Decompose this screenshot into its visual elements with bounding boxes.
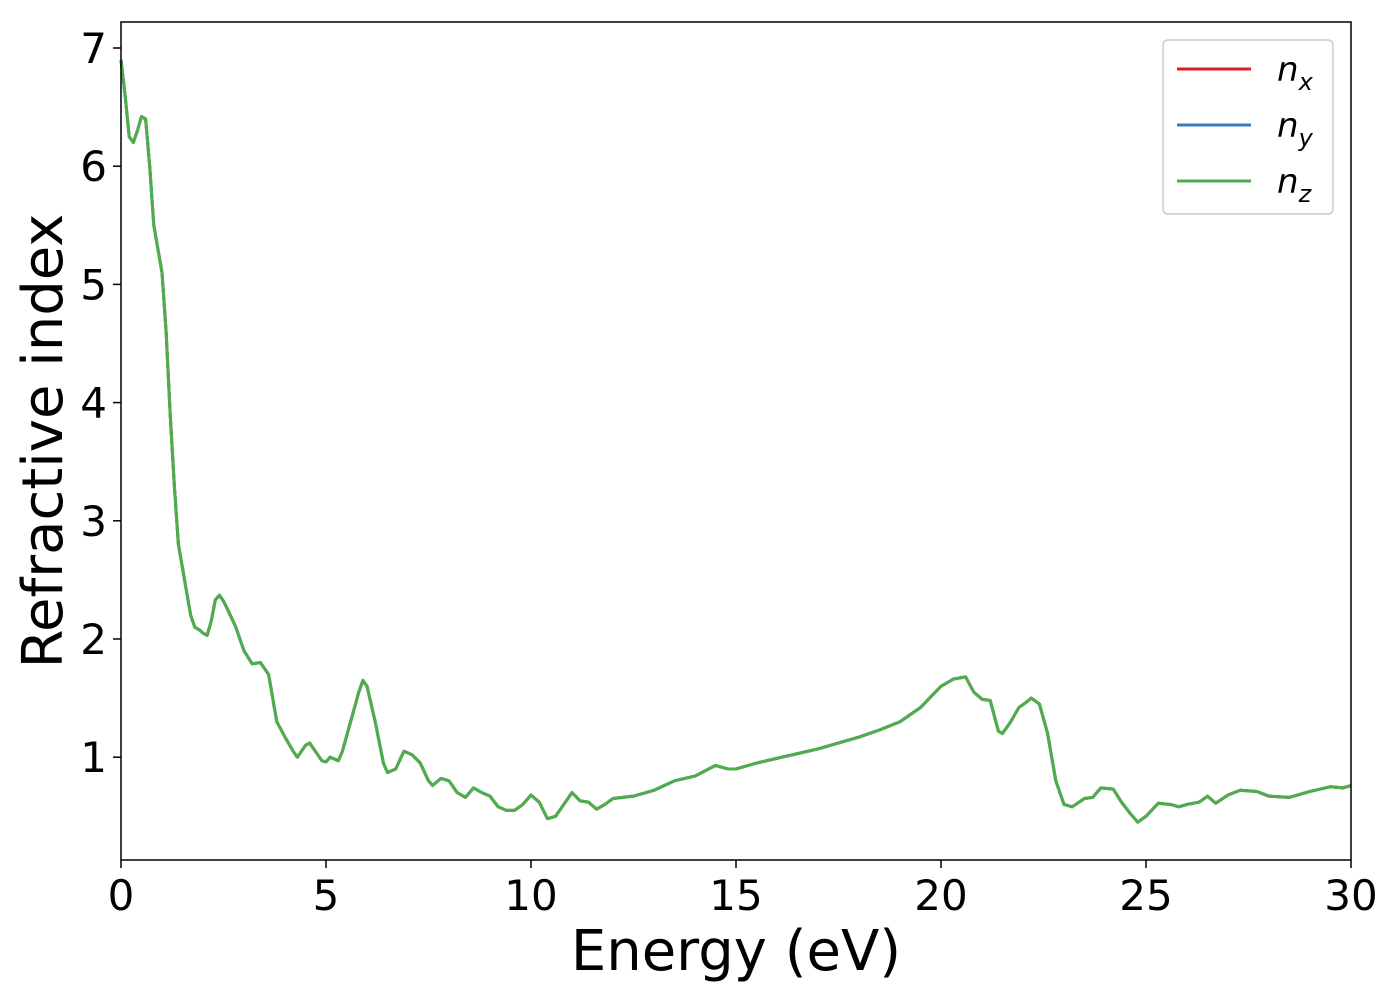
legend-frame xyxy=(1162,39,1334,215)
x-axis-label: Energy (eV) xyxy=(571,919,901,984)
legend: nx ny nz xyxy=(1162,39,1334,215)
y-tick-label: 6 xyxy=(80,142,107,191)
x-tick-label: 5 xyxy=(313,871,340,920)
plot-frame xyxy=(120,21,1352,861)
x-tick-label: 30 xyxy=(1324,871,1377,920)
data-line xyxy=(119,59,1352,824)
x-tick-label: 10 xyxy=(504,871,557,920)
y-tick-label: 3 xyxy=(80,497,107,546)
x-tick-label: 25 xyxy=(1119,871,1172,920)
legend-label: ny xyxy=(1277,106,1314,152)
x-tick-label: 20 xyxy=(914,871,967,920)
y-axis-label: Refractive index xyxy=(11,214,76,669)
y-tick-label: 1 xyxy=(80,733,107,782)
x-tick-label: 0 xyxy=(108,871,135,920)
legend-label: nz xyxy=(1277,162,1313,208)
y-tick-label: 2 xyxy=(80,615,107,664)
y-tick-label: 4 xyxy=(80,379,107,428)
legend-label: nx xyxy=(1277,50,1314,96)
y-tick-label: 7 xyxy=(80,24,107,73)
y-tick-label: 5 xyxy=(80,260,107,309)
x-tick-label: 15 xyxy=(709,871,762,920)
